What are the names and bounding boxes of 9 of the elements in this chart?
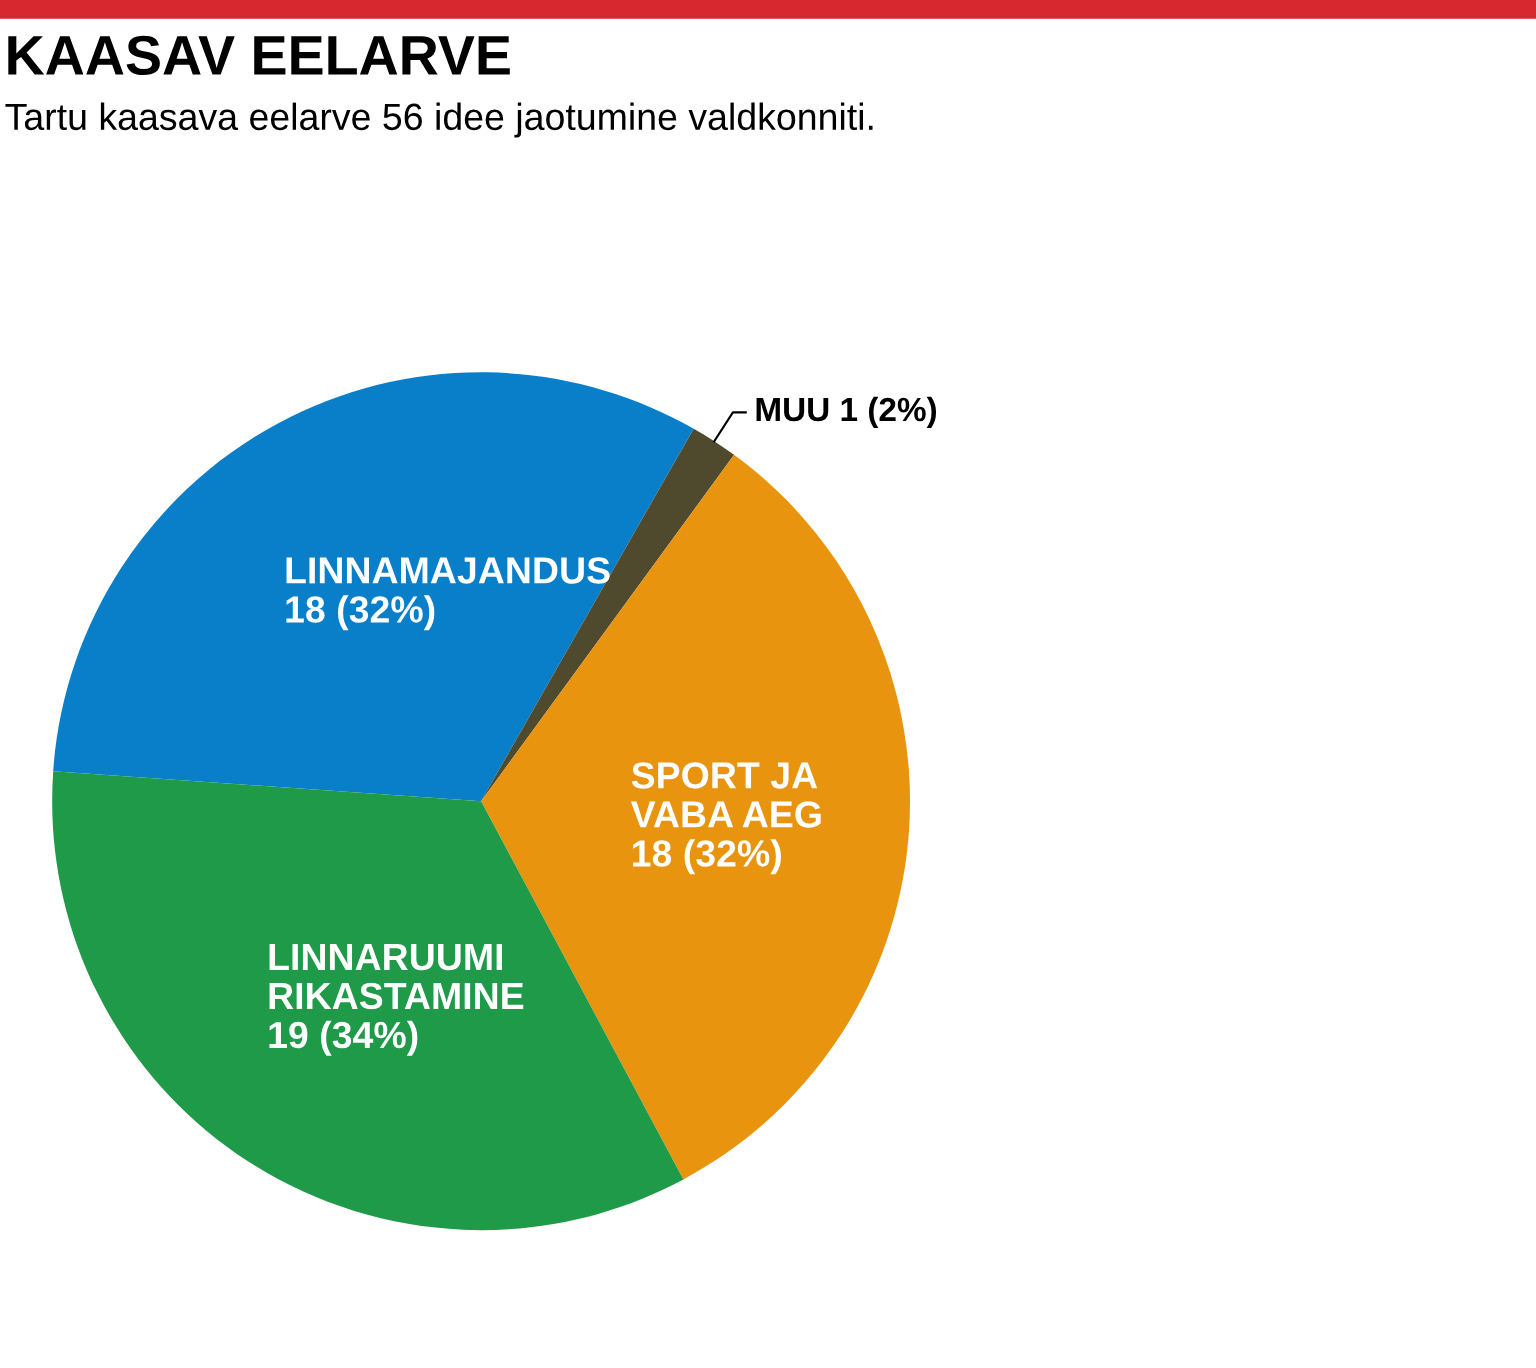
- slice-label: LINNARUUMI RIKASTAMINE: [269, 944, 524, 1010]
- data-label: 19 (34%): [269, 1020, 418, 1056]
- data-label: 18 (32%): [286, 595, 435, 631]
- slice-label: MUU 1 (2%): [756, 396, 937, 428]
- chart-subtitle: Tartu kaasava eelarve 56 idee jaotumine valdkonniti.: [5, 102, 873, 138]
- data-label: 18 (32%): [633, 839, 781, 875]
- slice-label: SPORT JA VABA AEG: [630, 762, 821, 828]
- chart-title: KAASAV EELARVE: [8, 35, 510, 76]
- slice-label: LINNAMAJANDUS: [286, 557, 610, 584]
